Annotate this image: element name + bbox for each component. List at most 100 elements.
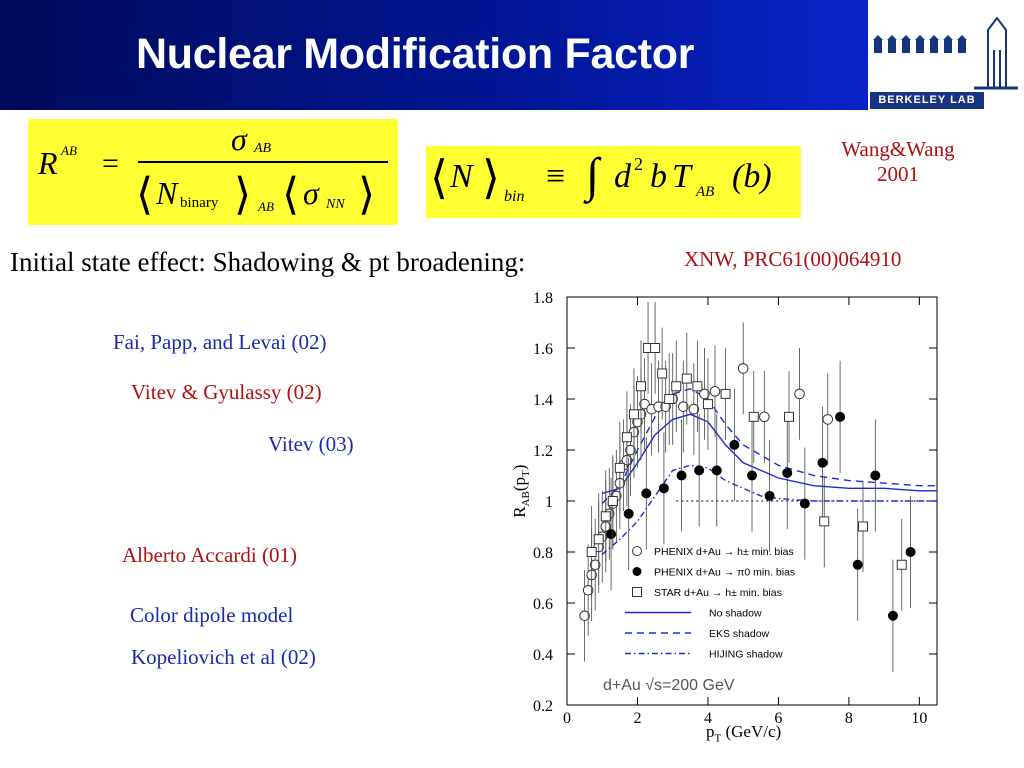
point-phenix-pi0 (729, 439, 740, 450)
ref-xnw: XNW, PRC61(00)064910 (684, 247, 902, 271)
point-phenix-pi0 (676, 470, 687, 481)
y-tick-label: 1.8 (533, 290, 553, 307)
angle-left-2: ⟨ (282, 170, 300, 219)
model-accardi: Alberto Accardi (01) (122, 543, 297, 567)
point-phenix-pi0 (606, 529, 617, 540)
legend-label: No shadow (709, 608, 762, 620)
x-tick-label: 8 (845, 710, 853, 727)
y-tick-label: 0.2 (533, 698, 553, 715)
nbin-equiv: ≡ (546, 158, 566, 195)
raa-den-sigma: σ (303, 175, 319, 211)
point-star (692, 381, 703, 392)
point-phenix-pi0 (835, 411, 846, 422)
x-tick-label: 4 (704, 710, 712, 727)
point-phenix-h (579, 610, 590, 622)
raa-den-n-sub: binary (180, 195, 219, 211)
slide-title: Nuclear Modification Factor (136, 30, 695, 78)
angle-left-1: ⟨ (136, 170, 154, 219)
point-phenix-h (759, 411, 770, 423)
point-phenix-h (737, 363, 749, 374)
nbin-integral: ∫ (586, 149, 600, 202)
nbin-d: d (614, 158, 631, 195)
point-phenix-h (677, 401, 689, 412)
y-tick-label: 1.4 (533, 392, 553, 409)
legend-label: STAR d+Au → h± min. bias (654, 587, 782, 599)
point-star (671, 381, 682, 392)
point-phenix-pi0 (658, 483, 669, 494)
point-phenix-pi0 (852, 559, 863, 570)
point-star (586, 547, 597, 557)
angle-left-3: ⟨ (430, 152, 448, 203)
point-star (681, 373, 692, 384)
point-star (621, 432, 632, 443)
legend-marker (632, 587, 642, 597)
point-phenix-pi0 (905, 547, 916, 557)
x-axis-label: pT (GeV/c) (706, 722, 782, 745)
y-tick-label: 0.4 (533, 647, 553, 664)
y-tick-label: 0.6 (533, 596, 553, 613)
point-star (636, 381, 646, 392)
raa-den-n: N (156, 175, 178, 211)
point-phenix-pi0 (747, 470, 757, 481)
nbin-formula: ⟨ N ⟩ bin ≡ ∫ d 2 b T AB (b) (426, 146, 801, 218)
y-tick-label: 1 (545, 494, 553, 511)
point-star (858, 521, 868, 532)
point-star (664, 394, 675, 404)
raa-den-sub: AB (258, 199, 274, 214)
legend-label: PHENIX d+Au → π0 min. bias (654, 567, 795, 579)
point-star (600, 511, 611, 522)
point-star (784, 411, 794, 422)
point-phenix-pi0 (817, 457, 828, 468)
point-phenix-pi0 (623, 508, 634, 519)
model-vitev: Vitev (03) (268, 432, 354, 456)
model-vitev-gyulassy: Vitev & Gyulassy (02) (131, 380, 322, 404)
nbin-n: N (450, 158, 473, 195)
fraction-bar (138, 161, 388, 163)
x-tick-label: 0 (563, 710, 571, 727)
point-phenix-pi0 (782, 467, 793, 478)
point-star (702, 399, 713, 410)
point-phenix-h (699, 388, 710, 400)
point-phenix-h (794, 388, 805, 400)
y-tick-label: 1.2 (533, 443, 553, 460)
point-star (819, 516, 830, 527)
ref-wang: Wang&Wang 2001 (822, 137, 974, 187)
nbin-t-sub: AB (696, 184, 715, 200)
x-tick-label: 10 (911, 710, 927, 727)
point-phenix-h (822, 414, 834, 425)
point-star (650, 343, 661, 353)
ref-wang-line2: 2001 (877, 162, 919, 186)
raa-num-sigma: σ (231, 121, 247, 157)
point-phenix-h (688, 403, 700, 415)
raa-formula: R AB = σ AB ⟨ N binary ⟩ AB ⟨ σ NN ⟩ (28, 119, 398, 225)
angle-right-3: ⟩ (482, 152, 500, 203)
point-phenix-pi0 (641, 488, 652, 499)
point-phenix-pi0 (711, 465, 722, 476)
point-star (614, 462, 625, 473)
legend-label: HIJING shadow (709, 649, 783, 661)
subtitle: Initial state effect: Shadowing & pt bro… (10, 247, 526, 277)
angle-right-1: ⟩ (234, 170, 252, 219)
y-tick-label: 1.6 (533, 341, 553, 358)
point-phenix-pi0 (694, 465, 705, 476)
legend-label: EKS shadow (709, 628, 770, 640)
point-star (748, 411, 759, 422)
legend-marker (632, 546, 642, 556)
point-star (896, 559, 907, 570)
model-kopeliovich: Kopeliovich et al (02) (131, 645, 316, 669)
angle-right-2: ⟩ (358, 170, 376, 219)
point-phenix-h (582, 584, 594, 596)
point-phenix-h (589, 559, 601, 571)
point-star (628, 409, 639, 420)
x-tick-label: 2 (633, 710, 641, 727)
berkeley-lab-logo-icon (873, 16, 1018, 90)
nbin-sq: 2 (634, 154, 643, 174)
y-axis-label: RAB(pT) (509, 464, 533, 518)
nbin-arg: (b) (732, 158, 772, 195)
point-phenix-h (625, 444, 636, 456)
point-phenix-pi0 (799, 498, 810, 509)
point-phenix-pi0 (870, 470, 881, 481)
chart-legend: PHENIX d+Au → h± min. bias PHENIX d+Au → … (625, 546, 795, 661)
legend-label: PHENIX d+Au → h± min. bias (654, 546, 794, 558)
